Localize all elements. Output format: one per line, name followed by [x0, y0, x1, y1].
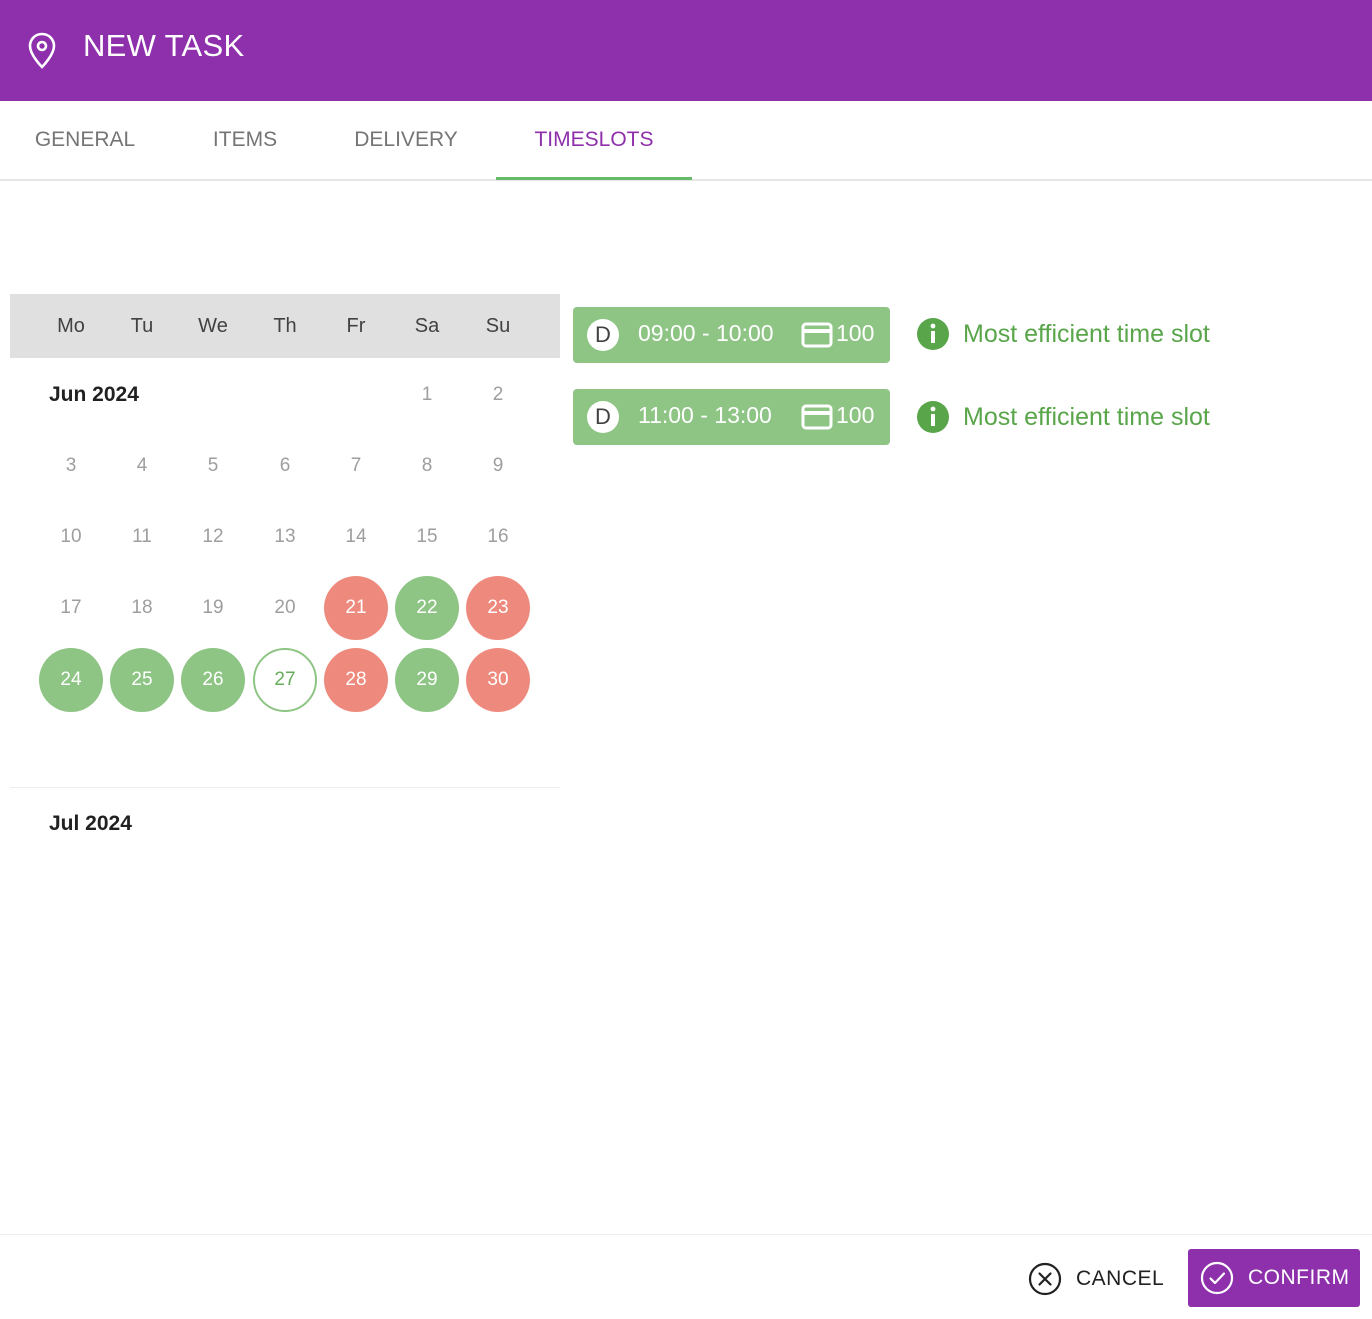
confirm-label: CONFIRM — [1248, 1266, 1350, 1289]
calendar-day: 15 — [416, 526, 438, 547]
calendar-day: 4 — [136, 455, 148, 476]
cancel-button[interactable]: CANCEL — [1028, 1250, 1164, 1308]
dialog-footer: CANCEL CONFIRM — [0, 1234, 1372, 1319]
capacity-card-icon — [801, 322, 833, 348]
weekday-label: Sa — [414, 315, 440, 337]
timeslot-capacity: 100 — [836, 402, 875, 428]
weekday-header: Mo Tu We Th Fr Sa Su — [10, 294, 560, 358]
capacity-card-icon — [801, 404, 833, 430]
timeslot-time: 11:00 - 13:00 — [638, 402, 772, 428]
weekday-label: Mo — [57, 315, 85, 337]
calendar-day[interactable]: 24 — [39, 648, 103, 712]
timeslot-note-text: Most efficient time slot — [963, 319, 1210, 348]
tab-delivery[interactable]: DELIVERY — [354, 128, 458, 151]
timeslot-capacity: 100 — [836, 320, 875, 346]
timeslot-button[interactable]: D 11:00 - 13:00 100 — [573, 389, 890, 445]
confirm-button[interactable]: CONFIRM — [1188, 1249, 1360, 1307]
month-label-july: Jul 2024 — [49, 812, 132, 835]
timeslot-button[interactable]: D 09:00 - 10:00 100 — [573, 307, 890, 363]
month-divider — [10, 787, 560, 788]
month-label-june: Jun 2024 — [49, 383, 139, 406]
calendar-day: 6 — [279, 455, 291, 476]
calendar-day[interactable]: 29 — [395, 648, 459, 712]
weekday-label: Su — [485, 315, 511, 337]
tab-items[interactable]: ITEMS — [212, 128, 278, 151]
tab-bar: GENERAL ITEMS DELIVERY TIMESLOTS — [0, 101, 1372, 181]
tab-timeslots[interactable]: TIMESLOTS — [496, 101, 692, 180]
cancel-label: CANCEL — [1076, 1267, 1165, 1290]
calendar-day: 18 — [131, 597, 153, 618]
calendar-day: 8 — [421, 455, 433, 476]
calendar-day: 19 — [202, 597, 224, 618]
weekday-label: We — [198, 315, 228, 337]
calendar-day: 10 — [60, 526, 82, 547]
delivery-badge: D — [587, 319, 619, 351]
timeslot-time: 09:00 - 10:00 — [638, 320, 774, 346]
calendar-day: 16 — [487, 526, 509, 547]
weekday-label: Fr — [346, 315, 366, 337]
calendar-day: 1 — [421, 384, 433, 405]
calendar-day[interactable]: 25 — [110, 648, 174, 712]
page-title: NEW TASK — [83, 28, 245, 63]
weekday-label: Th — [273, 315, 297, 337]
calendar-day: 5 — [207, 455, 219, 476]
calendar-day: 13 — [274, 526, 296, 547]
calendar-day[interactable]: 27 — [253, 648, 317, 712]
calendar-day: 12 — [202, 526, 224, 547]
calendar-day[interactable]: 21 — [324, 576, 388, 640]
tab-general[interactable]: GENERAL — [34, 128, 136, 151]
calendar-day[interactable]: 22 — [395, 576, 459, 640]
calendar-day[interactable]: 23 — [466, 576, 530, 640]
calendar-day[interactable]: 30 — [466, 648, 530, 712]
calendar-day: 2 — [492, 384, 504, 405]
app-header: NEW TASK — [0, 0, 1372, 101]
map-pin-icon — [28, 32, 56, 69]
calendar-day[interactable]: 28 — [324, 648, 388, 712]
cancel-circle-icon — [1028, 1262, 1062, 1296]
calendar-day: 17 — [60, 597, 82, 618]
calendar-day[interactable]: 26 — [181, 648, 245, 712]
calendar-day: 14 — [345, 526, 367, 547]
calendar-day: 3 — [65, 455, 77, 476]
delivery-badge: D — [587, 401, 619, 433]
calendar-day: 7 — [350, 455, 362, 476]
calendar-day: 9 — [492, 455, 504, 476]
timeslot-note: Most efficient time slot — [916, 314, 1210, 354]
weekday-label: Tu — [130, 315, 154, 337]
timeslot-note-text: Most efficient time slot — [963, 402, 1210, 431]
check-circle-icon — [1200, 1261, 1234, 1295]
info-icon — [917, 401, 949, 433]
calendar-day: 20 — [274, 597, 296, 618]
calendar-day: 11 — [132, 526, 152, 547]
timeslot-note: Most efficient time slot — [916, 397, 1210, 437]
info-icon — [917, 318, 949, 350]
